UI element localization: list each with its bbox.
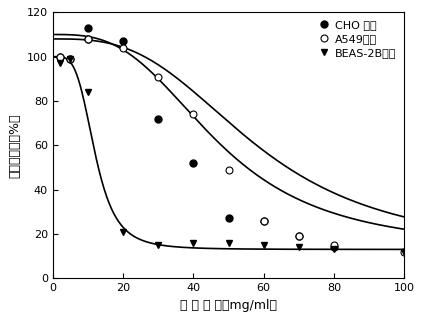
CHO 细胞: [121, 39, 126, 43]
CHO 细胞: [296, 234, 301, 238]
BEAS-2B细胞: [156, 243, 161, 247]
BEAS-2B细胞: [121, 230, 126, 234]
CHO 细胞: [58, 55, 63, 59]
CHO 细胞: [191, 161, 196, 165]
BEAS-2B细胞: [58, 61, 63, 65]
X-axis label: 染 毒 浓 度（mg/ml）: 染 毒 浓 度（mg/ml）: [180, 299, 277, 312]
Legend: CHO 细胞, A549细胞, BEAS-2B细胞: CHO 细胞, A549细胞, BEAS-2B细胞: [315, 18, 398, 60]
A549细胞: [121, 46, 126, 50]
A549细胞: [68, 57, 73, 61]
BEAS-2B细胞: [85, 90, 91, 94]
BEAS-2B细胞: [191, 241, 196, 245]
A549细胞: [191, 112, 196, 116]
Line: CHO 细胞: CHO 细胞: [56, 24, 338, 251]
Line: BEAS-2B细胞: BEAS-2B细胞: [56, 55, 408, 255]
BEAS-2B细胞: [296, 245, 301, 249]
CHO 细胞: [226, 217, 231, 220]
A549细胞: [58, 55, 63, 59]
BEAS-2B细胞: [401, 250, 407, 253]
BEAS-2B细胞: [226, 241, 231, 245]
A549细胞: [401, 250, 407, 253]
Y-axis label: 细胞存活率（%）: 细胞存活率（%）: [8, 113, 21, 178]
A549细胞: [261, 219, 266, 222]
BEAS-2B细胞: [331, 248, 336, 252]
CHO 细胞: [85, 26, 91, 30]
CHO 细胞: [85, 37, 91, 41]
A549细胞: [226, 168, 231, 172]
BEAS-2B细胞: [68, 57, 73, 61]
CHO 细胞: [156, 117, 161, 121]
A549细胞: [331, 243, 336, 247]
CHO 细胞: [331, 245, 336, 249]
A549细胞: [156, 75, 161, 78]
A549细胞: [296, 234, 301, 238]
Line: A549细胞: A549细胞: [56, 36, 408, 255]
A549细胞: [85, 37, 91, 41]
CHO 细胞: [261, 219, 266, 222]
CHO 细胞: [68, 57, 73, 61]
BEAS-2B细胞: [261, 243, 266, 247]
